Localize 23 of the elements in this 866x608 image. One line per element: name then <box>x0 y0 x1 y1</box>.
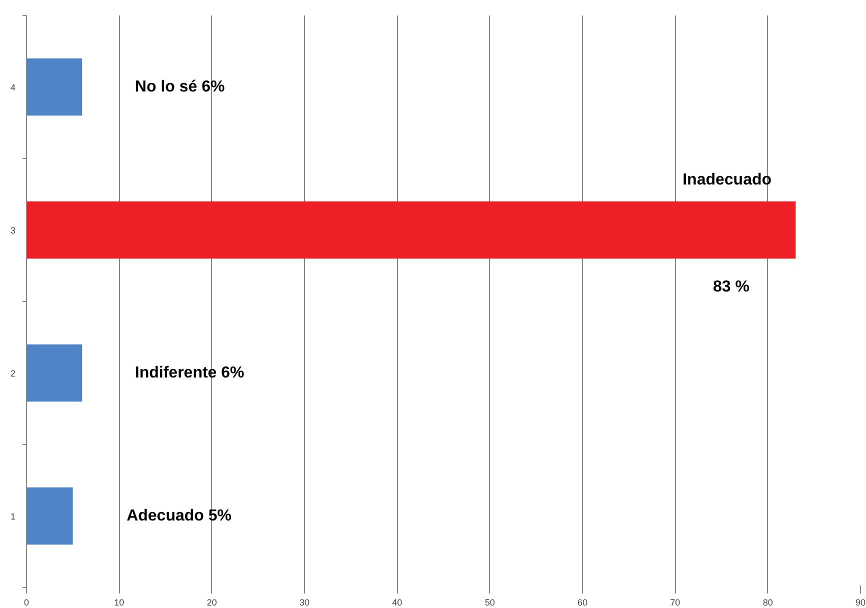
x-tick-label: 0 <box>24 598 30 608</box>
annotation: 83 % <box>712 278 750 296</box>
x-tick-label: 30 <box>299 598 310 608</box>
x-tick-label: 20 <box>206 598 217 608</box>
x-tick-label: 10 <box>114 598 124 608</box>
x-tick-label: 70 <box>670 598 680 608</box>
y-tick-label: 3 <box>10 226 16 236</box>
y-tick-label: 4 <box>10 82 16 92</box>
bar <box>26 58 82 116</box>
x-tick-label: 40 <box>392 598 402 608</box>
x-tick-label: 50 <box>484 598 495 608</box>
y-tick-label: 1 <box>10 512 16 522</box>
annotation: No lo sé 6% <box>134 78 225 96</box>
bar <box>26 487 73 545</box>
annotation: Inadecuado <box>682 171 772 188</box>
bar <box>26 201 796 259</box>
annotation: Adecuado 5% <box>126 508 232 524</box>
x-tick-label: 60 <box>577 598 588 608</box>
x-tick-label: 90 <box>855 598 866 608</box>
x-tick-label: 80 <box>762 598 773 608</box>
annotation: Indiferente 6% <box>134 364 244 382</box>
y-tick-label: 2 <box>10 368 16 378</box>
bar <box>26 344 82 402</box>
